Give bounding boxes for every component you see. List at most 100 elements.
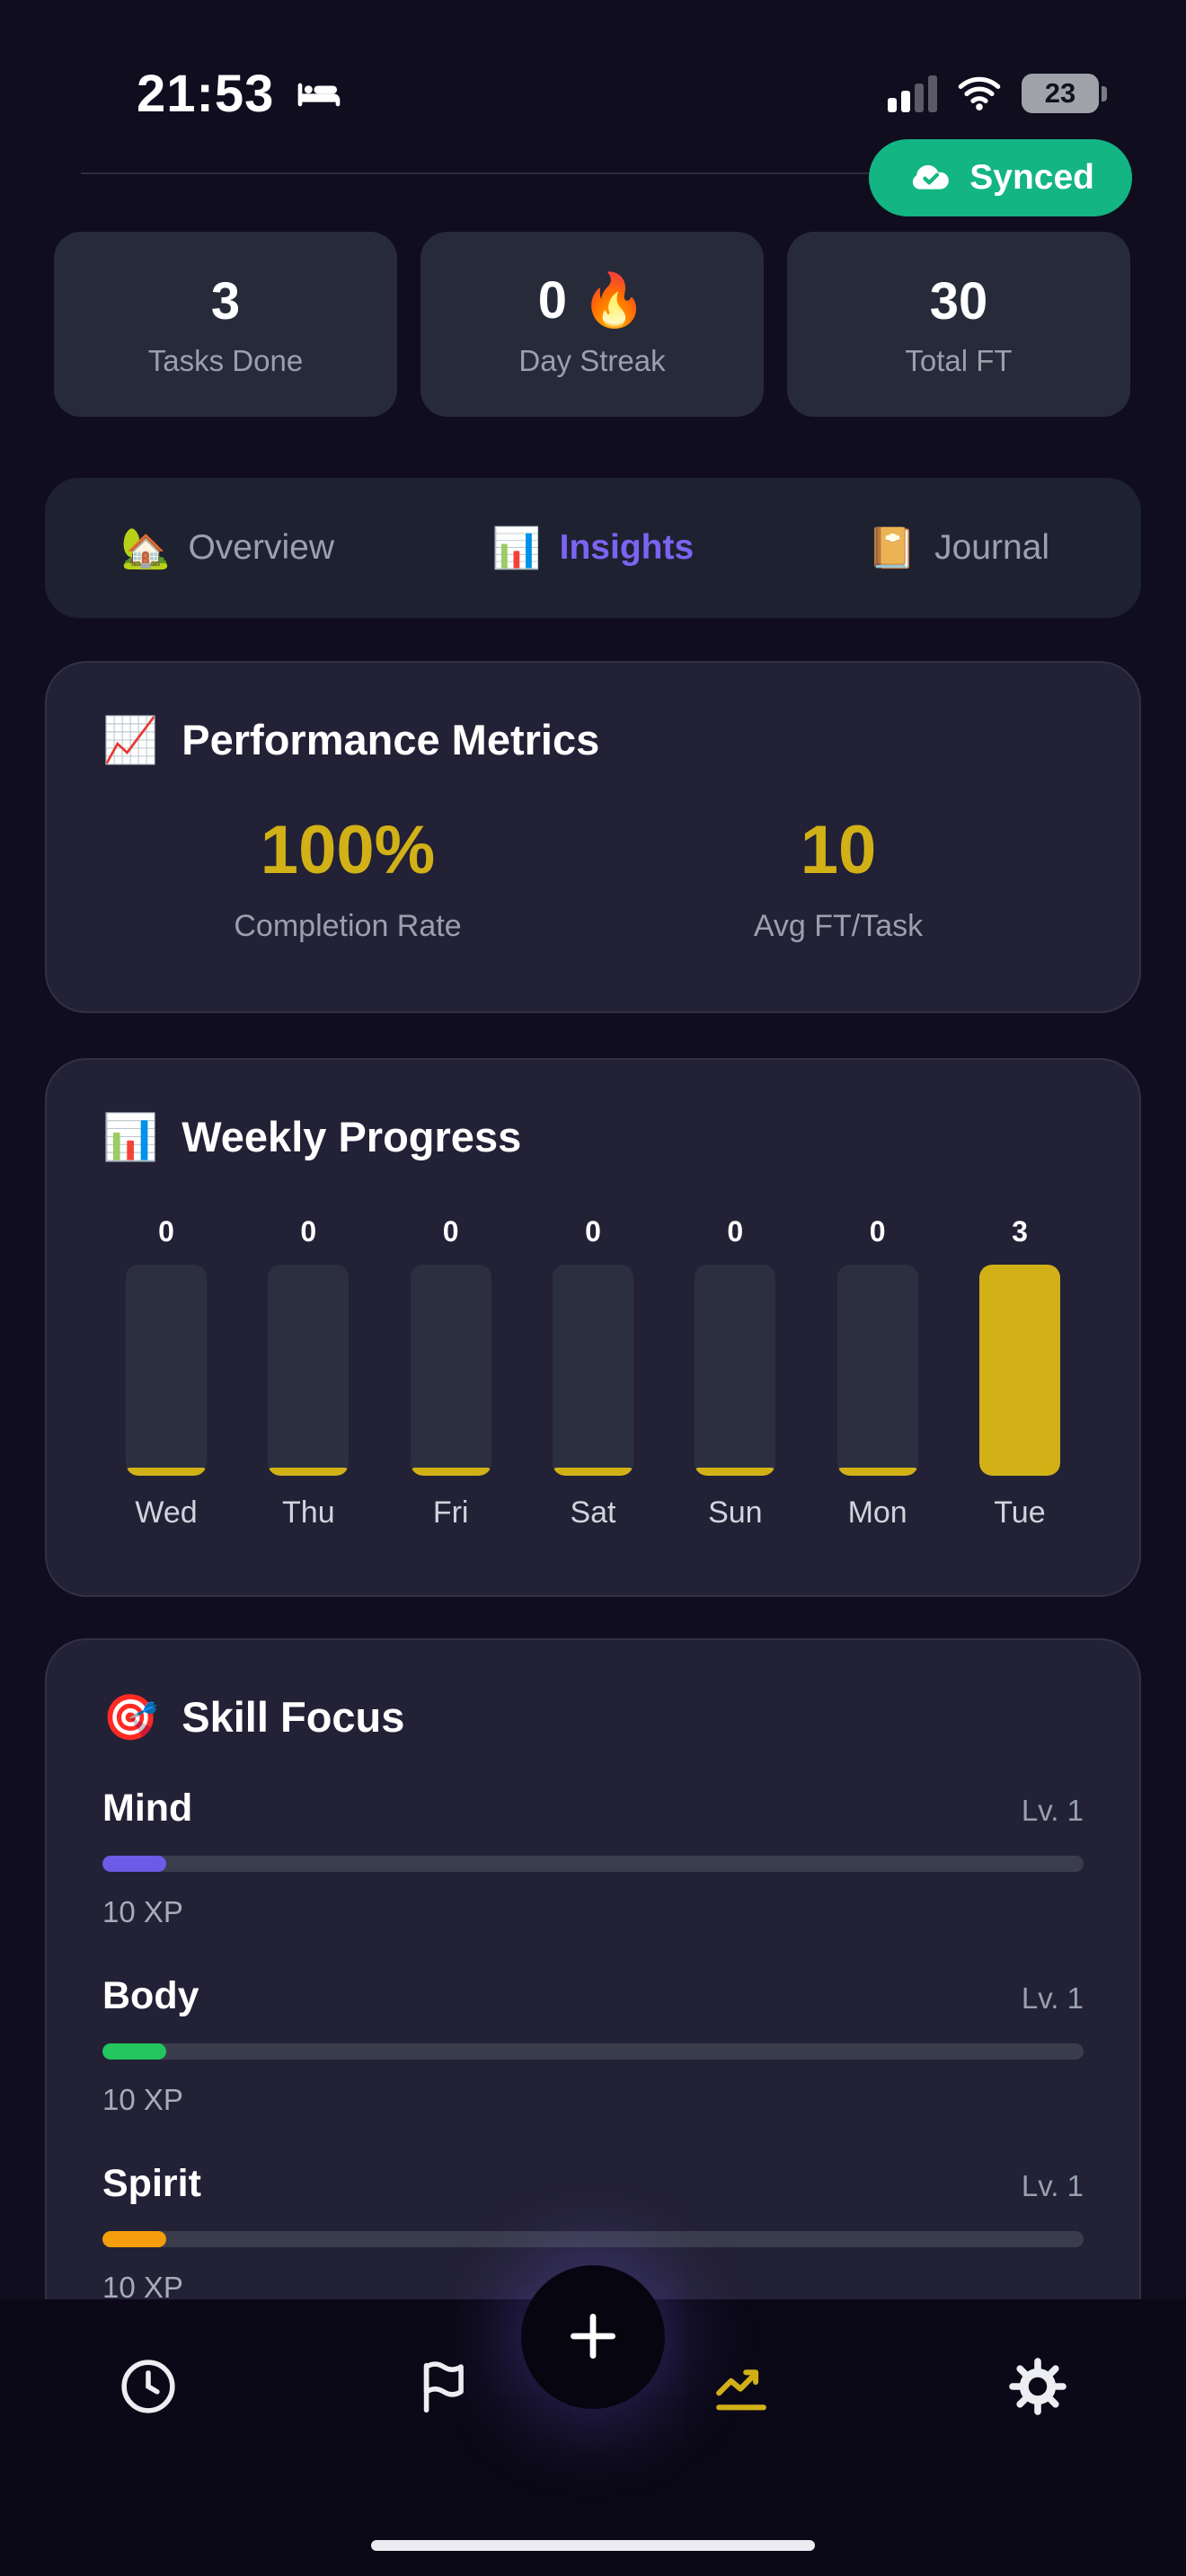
bar-fill (268, 1468, 350, 1476)
bar-label: Thu (282, 1495, 335, 1530)
cloud-check-icon (907, 152, 955, 205)
bar-fill (695, 1468, 776, 1476)
home-icon: 🏡 (120, 526, 171, 570)
stat-label: Tasks Done (147, 343, 304, 377)
bar-value: 3 (1012, 1215, 1028, 1248)
sync-label: Synced (969, 158, 1094, 197)
bar-label: Fri (432, 1495, 469, 1530)
skill-xp: 10 XP (102, 1895, 183, 1928)
stat-value: 0 🔥 (537, 271, 647, 330)
bar-track (695, 1265, 776, 1476)
tab-label: Insights (559, 528, 695, 567)
skill-body: Body Lv. 1 10 XP (102, 1974, 1084, 2117)
bar-label: Tue (994, 1495, 1046, 1530)
skill-level: Lv. 1 (1021, 2169, 1084, 2202)
bar-column-tue: 3 Tue (978, 1215, 1060, 1531)
bar-value: 0 (158, 1215, 174, 1248)
home-indicator[interactable] (371, 2540, 815, 2551)
bar-chart-icon: 📊 (102, 1111, 159, 1162)
status-right: 23 (888, 67, 1107, 120)
status-time: 21:53 (137, 64, 275, 123)
metric-completion-rate: 100% Completion Rate (102, 811, 593, 944)
skill-xp: 10 XP (102, 2083, 183, 2116)
bar-track (410, 1265, 491, 1476)
plus-icon (560, 2303, 626, 2372)
card-title-row: 🎯 Skill Focus (102, 1692, 1084, 1742)
header-divider (81, 172, 872, 174)
metric-value: 10 (800, 812, 877, 888)
stat-label: Total FT (905, 343, 1013, 377)
metric-label: Avg FT/Task (753, 909, 924, 943)
bar-label: Wed (135, 1495, 198, 1530)
skill-progress-track (102, 1856, 1084, 1872)
bar-fill (552, 1468, 633, 1476)
nav-history[interactable] (94, 2355, 202, 2463)
bar-column-fri: 0 Fri (410, 1215, 491, 1531)
bar-value: 0 (727, 1215, 744, 1248)
stats-row: 3 Tasks Done 0 🔥 Day Streak 30 Total FT (54, 232, 1130, 417)
bar-fill (410, 1468, 491, 1476)
bar-label: Sat (570, 1495, 616, 1530)
card-title-row: 📈 Performance Metrics (102, 715, 1084, 764)
bar-column-thu: 0 Thu (268, 1215, 350, 1531)
skill-head: Body Lv. 1 (102, 1974, 1084, 2018)
bar-value: 0 (585, 1215, 601, 1248)
bar-fill (126, 1468, 207, 1476)
skill-progress-track (102, 2043, 1084, 2060)
skill-name: Body (102, 1974, 199, 2017)
skill-progress-track (102, 2231, 1084, 2247)
sync-status-badge: Synced (869, 139, 1132, 216)
skill-name: Mind (102, 1786, 193, 1830)
bar-fill (836, 1468, 918, 1476)
journal-icon: 📔 (867, 526, 917, 570)
weekly-bars: 0 Wed 0 Thu 0 Fri 0 Sat 0 Sun 0 Mon 3 Tue (102, 1215, 1084, 1531)
skill-spirit: Spirit Lv. 1 10 XP (102, 2162, 1084, 2305)
add-task-fab[interactable] (521, 2265, 665, 2409)
skill-progress-fill (102, 2231, 166, 2247)
chart-up-icon: 📈 (102, 714, 159, 765)
stat-card-day-streak: 0 🔥 Day Streak (420, 232, 764, 417)
flag-icon (413, 2355, 476, 2422)
metric-value: 100% (260, 812, 436, 888)
chart-icon (710, 2355, 773, 2422)
bar-label: Sun (708, 1495, 763, 1530)
stat-value: 30 (929, 271, 988, 331)
bar-track (126, 1265, 207, 1476)
nav-insights[interactable] (687, 2355, 795, 2463)
bar-track (268, 1265, 350, 1476)
clock-icon (117, 2355, 180, 2422)
stat-card-tasks-done: 3 Tasks Done (54, 232, 397, 417)
bar-label: Mon (847, 1495, 907, 1530)
weekly-progress-card: 📊 Weekly Progress 0 Wed 0 Thu 0 Fri 0 Sat 0 Sun 0 M… (45, 1058, 1141, 1597)
bar-track (836, 1265, 918, 1476)
tab-journal[interactable]: 📔 Journal (775, 478, 1141, 618)
tab-label: Overview (188, 528, 334, 567)
skill-level: Lv. 1 (1021, 1794, 1084, 1827)
skill-head: Mind Lv. 1 (102, 1786, 1084, 1831)
bar-value: 0 (300, 1215, 317, 1248)
tab-overview[interactable]: 🏡 Overview (45, 478, 411, 618)
bar-column-sat: 0 Sat (552, 1215, 633, 1531)
bar-track (552, 1265, 633, 1476)
tab-label: Journal (934, 528, 1050, 567)
nav-goals[interactable] (391, 2355, 499, 2463)
nav-settings[interactable] (984, 2355, 1092, 2463)
metric-label: Completion Rate (234, 909, 462, 943)
bar-column-sun: 0 Sun (695, 1215, 776, 1531)
bar-column-wed: 0 Wed (126, 1215, 207, 1531)
battery-icon: 23 (1022, 74, 1107, 113)
stat-card-total-ft: 30 Total FT (787, 232, 1130, 417)
skill-progress-fill (102, 1856, 166, 1872)
stat-value: 3 (210, 271, 241, 331)
battery-percent: 23 (1044, 77, 1076, 109)
bar-track (978, 1265, 1060, 1476)
weekly-progress-title: Weekly Progress (181, 1113, 522, 1160)
skill-progress-fill (102, 2043, 166, 2060)
tab-insights[interactable]: 📊 Insights (411, 478, 776, 618)
skill-xp: 10 XP (102, 2271, 183, 2304)
performance-title: Performance Metrics (181, 716, 600, 763)
stat-label: Day Streak (518, 344, 666, 377)
bar-fill (978, 1265, 1060, 1476)
target-icon: 🎯 (102, 1691, 159, 1742)
